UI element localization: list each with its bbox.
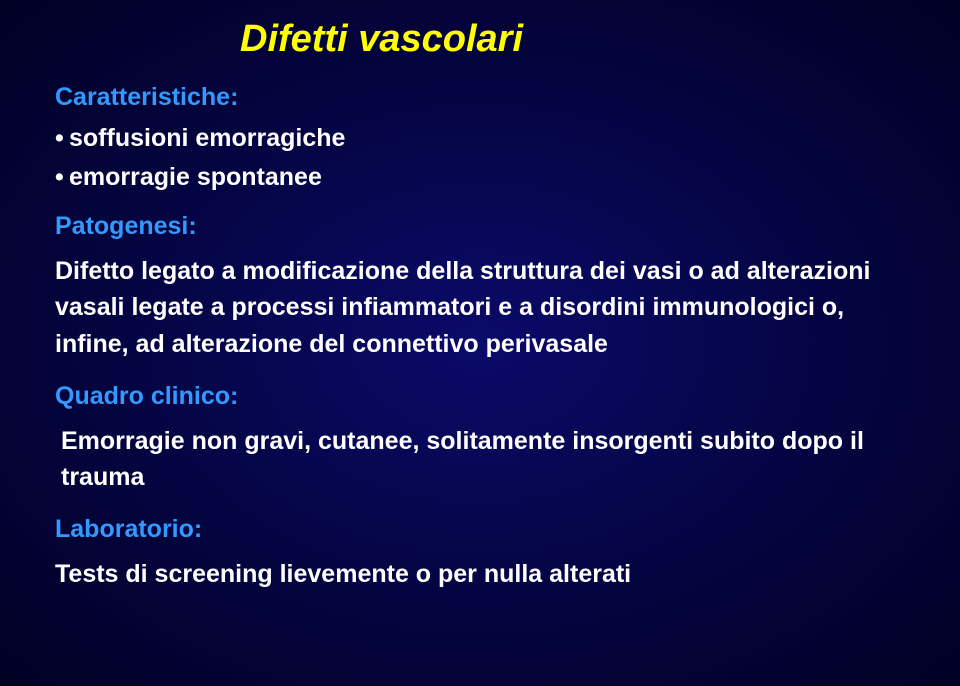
section-caratteristiche: Caratteristiche: soffusioni emorragiche … — [55, 83, 905, 192]
bullet-item: emorragie spontanee — [55, 163, 905, 192]
heading-laboratorio: Laboratorio: — [55, 515, 905, 544]
heading-patogenesi: Patogenesi: — [55, 212, 905, 241]
text-quadro-clinico: Emorragie non gravi, cutanee, solitament… — [55, 423, 905, 496]
bullet-list-caratteristiche: soffusioni emorragiche emorragie spontan… — [55, 124, 905, 192]
section-laboratorio: Laboratorio: Tests di screening lievemen… — [55, 515, 905, 592]
section-quadro-clinico: Quadro clinico: Emorragie non gravi, cut… — [55, 382, 905, 496]
slide: Difetti vascolari Caratteristiche: soffu… — [0, 0, 960, 686]
text-laboratorio: Tests di screening lievemente o per null… — [55, 556, 905, 592]
bullet-item: soffusioni emorragiche — [55, 124, 905, 153]
text-patogenesi: Difetto legato a modificazione della str… — [55, 253, 905, 362]
heading-quadro-clinico: Quadro clinico: — [55, 382, 905, 411]
section-patogenesi: Patogenesi: Difetto legato a modificazio… — [55, 212, 905, 362]
slide-title: Difetti vascolari — [55, 18, 905, 61]
heading-caratteristiche: Caratteristiche: — [55, 83, 905, 112]
